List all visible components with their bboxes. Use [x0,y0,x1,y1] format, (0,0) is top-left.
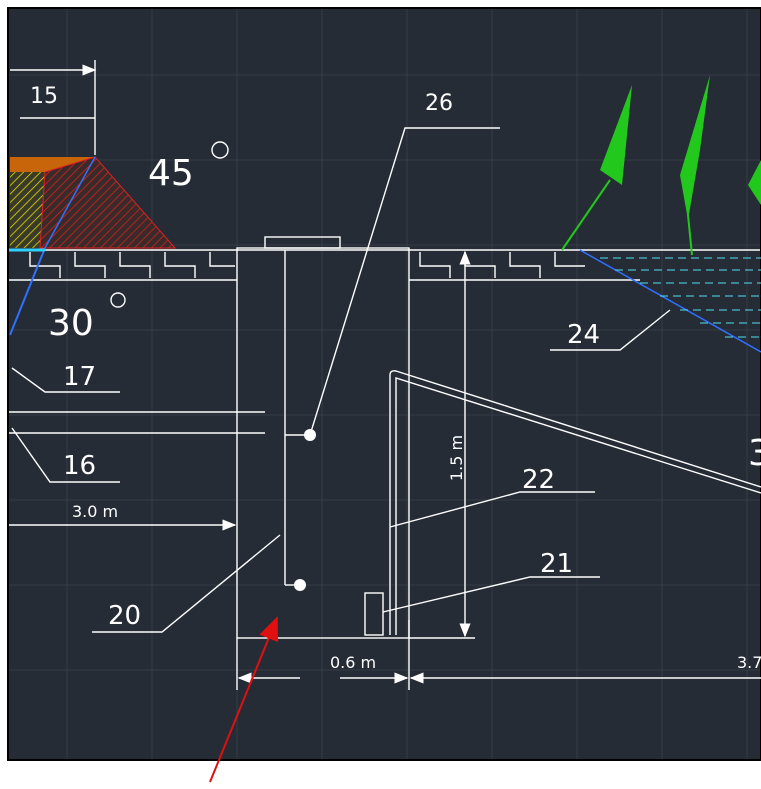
drawing-area [7,7,761,761]
water [600,257,761,338]
callout: 20 [108,601,141,631]
callout: 21 [540,549,573,579]
leader [11,427,120,483]
ground [9,249,760,281]
dimension-label: 3.0 m [72,502,118,521]
degree-symbol [211,141,229,159]
callout: 15 [30,84,58,109]
callout: 24 [567,320,600,350]
callout: 3 [748,433,761,474]
callout: 16 [63,451,96,481]
leader [382,576,600,613]
leader [309,127,500,436]
leader [92,534,281,633]
callout: 17 [63,362,96,392]
slope-hatch [39,156,177,249]
leader [389,491,595,528]
callout: 22 [522,465,555,495]
angle-label: 45 [148,153,194,194]
fill-hatch [10,172,45,248]
dimension-label: 1.5 m [447,435,466,481]
angle-label: 30 [48,303,94,344]
dimension-label: 3.7 [737,653,761,672]
pipe [389,370,761,635]
leader [11,367,120,393]
leader [550,309,671,351]
pipe [395,377,761,635]
slope-line [9,247,46,336]
degree-symbol [110,292,126,308]
pointer-arrow [209,616,278,783]
bank-line [579,249,761,353]
dimension-label: 0.6 m [330,653,376,672]
plants [561,75,761,256]
callout: 26 [425,91,453,116]
sensor [294,579,306,591]
lid [264,236,341,249]
device [364,592,384,636]
slope-line [44,156,96,249]
